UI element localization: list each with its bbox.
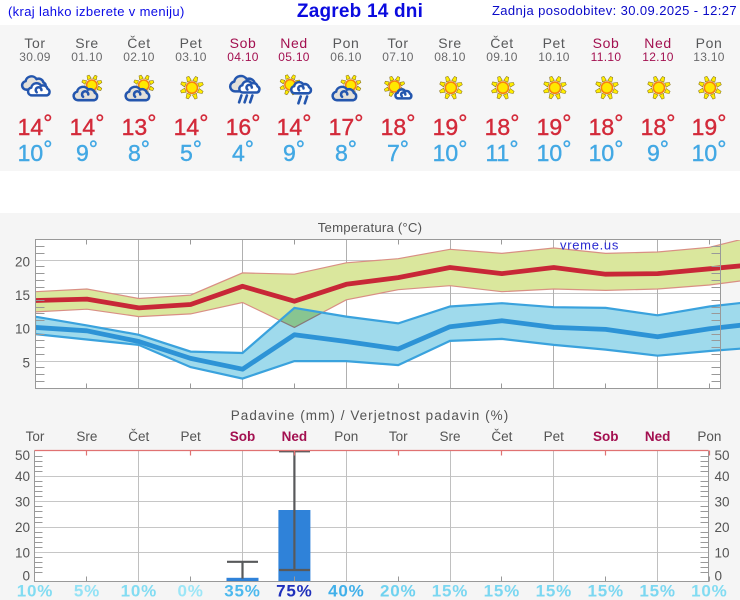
svg-text:50: 50 (715, 448, 730, 463)
svg-text:Pet: Pet (544, 429, 565, 444)
svg-text:vreme.us: vreme.us (560, 238, 619, 253)
svg-text:10: 10 (15, 545, 30, 560)
svg-text:20: 20 (715, 520, 730, 535)
svg-text:20: 20 (15, 520, 30, 535)
svg-text:0%: 0% (178, 582, 204, 600)
svg-text:50: 50 (15, 448, 30, 463)
svg-text:Tor: Tor (389, 429, 408, 444)
svg-text:30: 30 (715, 495, 730, 510)
svg-text:40: 40 (15, 469, 30, 484)
svg-text:Ned: Ned (282, 429, 308, 444)
svg-text:Sre: Sre (439, 429, 460, 444)
svg-text:10: 10 (15, 322, 30, 337)
svg-text:Tor: Tor (26, 429, 45, 444)
svg-text:Padavine (mm) / Verjetnost pad: Padavine (mm) / Verjetnost padavin (%) (231, 408, 510, 423)
svg-text:10%: 10% (121, 582, 157, 600)
svg-text:Čet: Čet (128, 429, 149, 444)
svg-text:Sre: Sre (76, 429, 97, 444)
svg-text:Temperatura (°C): Temperatura (°C) (318, 220, 422, 235)
svg-text:20%: 20% (380, 582, 416, 600)
svg-text:20: 20 (15, 254, 30, 269)
svg-text:40%: 40% (328, 582, 364, 600)
svg-text:15%: 15% (587, 582, 623, 600)
svg-text:10%: 10% (691, 582, 727, 600)
svg-text:10%: 10% (17, 582, 53, 600)
svg-text:5%: 5% (74, 582, 100, 600)
svg-text:Pet: Pet (180, 429, 201, 444)
svg-text:Ned: Ned (645, 429, 671, 444)
svg-text:Pon: Pon (697, 429, 721, 444)
svg-text:15%: 15% (484, 582, 520, 600)
svg-text:30: 30 (15, 495, 30, 510)
svg-text:15%: 15% (432, 582, 468, 600)
svg-text:40: 40 (715, 469, 730, 484)
svg-text:15: 15 (15, 288, 30, 303)
svg-text:0: 0 (715, 569, 723, 584)
svg-text:Pon: Pon (334, 429, 358, 444)
svg-text:35%: 35% (224, 582, 260, 600)
svg-text:75%: 75% (276, 582, 312, 600)
svg-text:10: 10 (715, 545, 730, 560)
svg-text:Sob: Sob (593, 429, 619, 444)
svg-text:Sob: Sob (230, 429, 256, 444)
svg-text:Čet: Čet (491, 429, 512, 444)
svg-text:15%: 15% (536, 582, 572, 600)
svg-text:5: 5 (22, 355, 30, 370)
svg-text:0: 0 (22, 569, 30, 584)
svg-text:15%: 15% (639, 582, 675, 600)
